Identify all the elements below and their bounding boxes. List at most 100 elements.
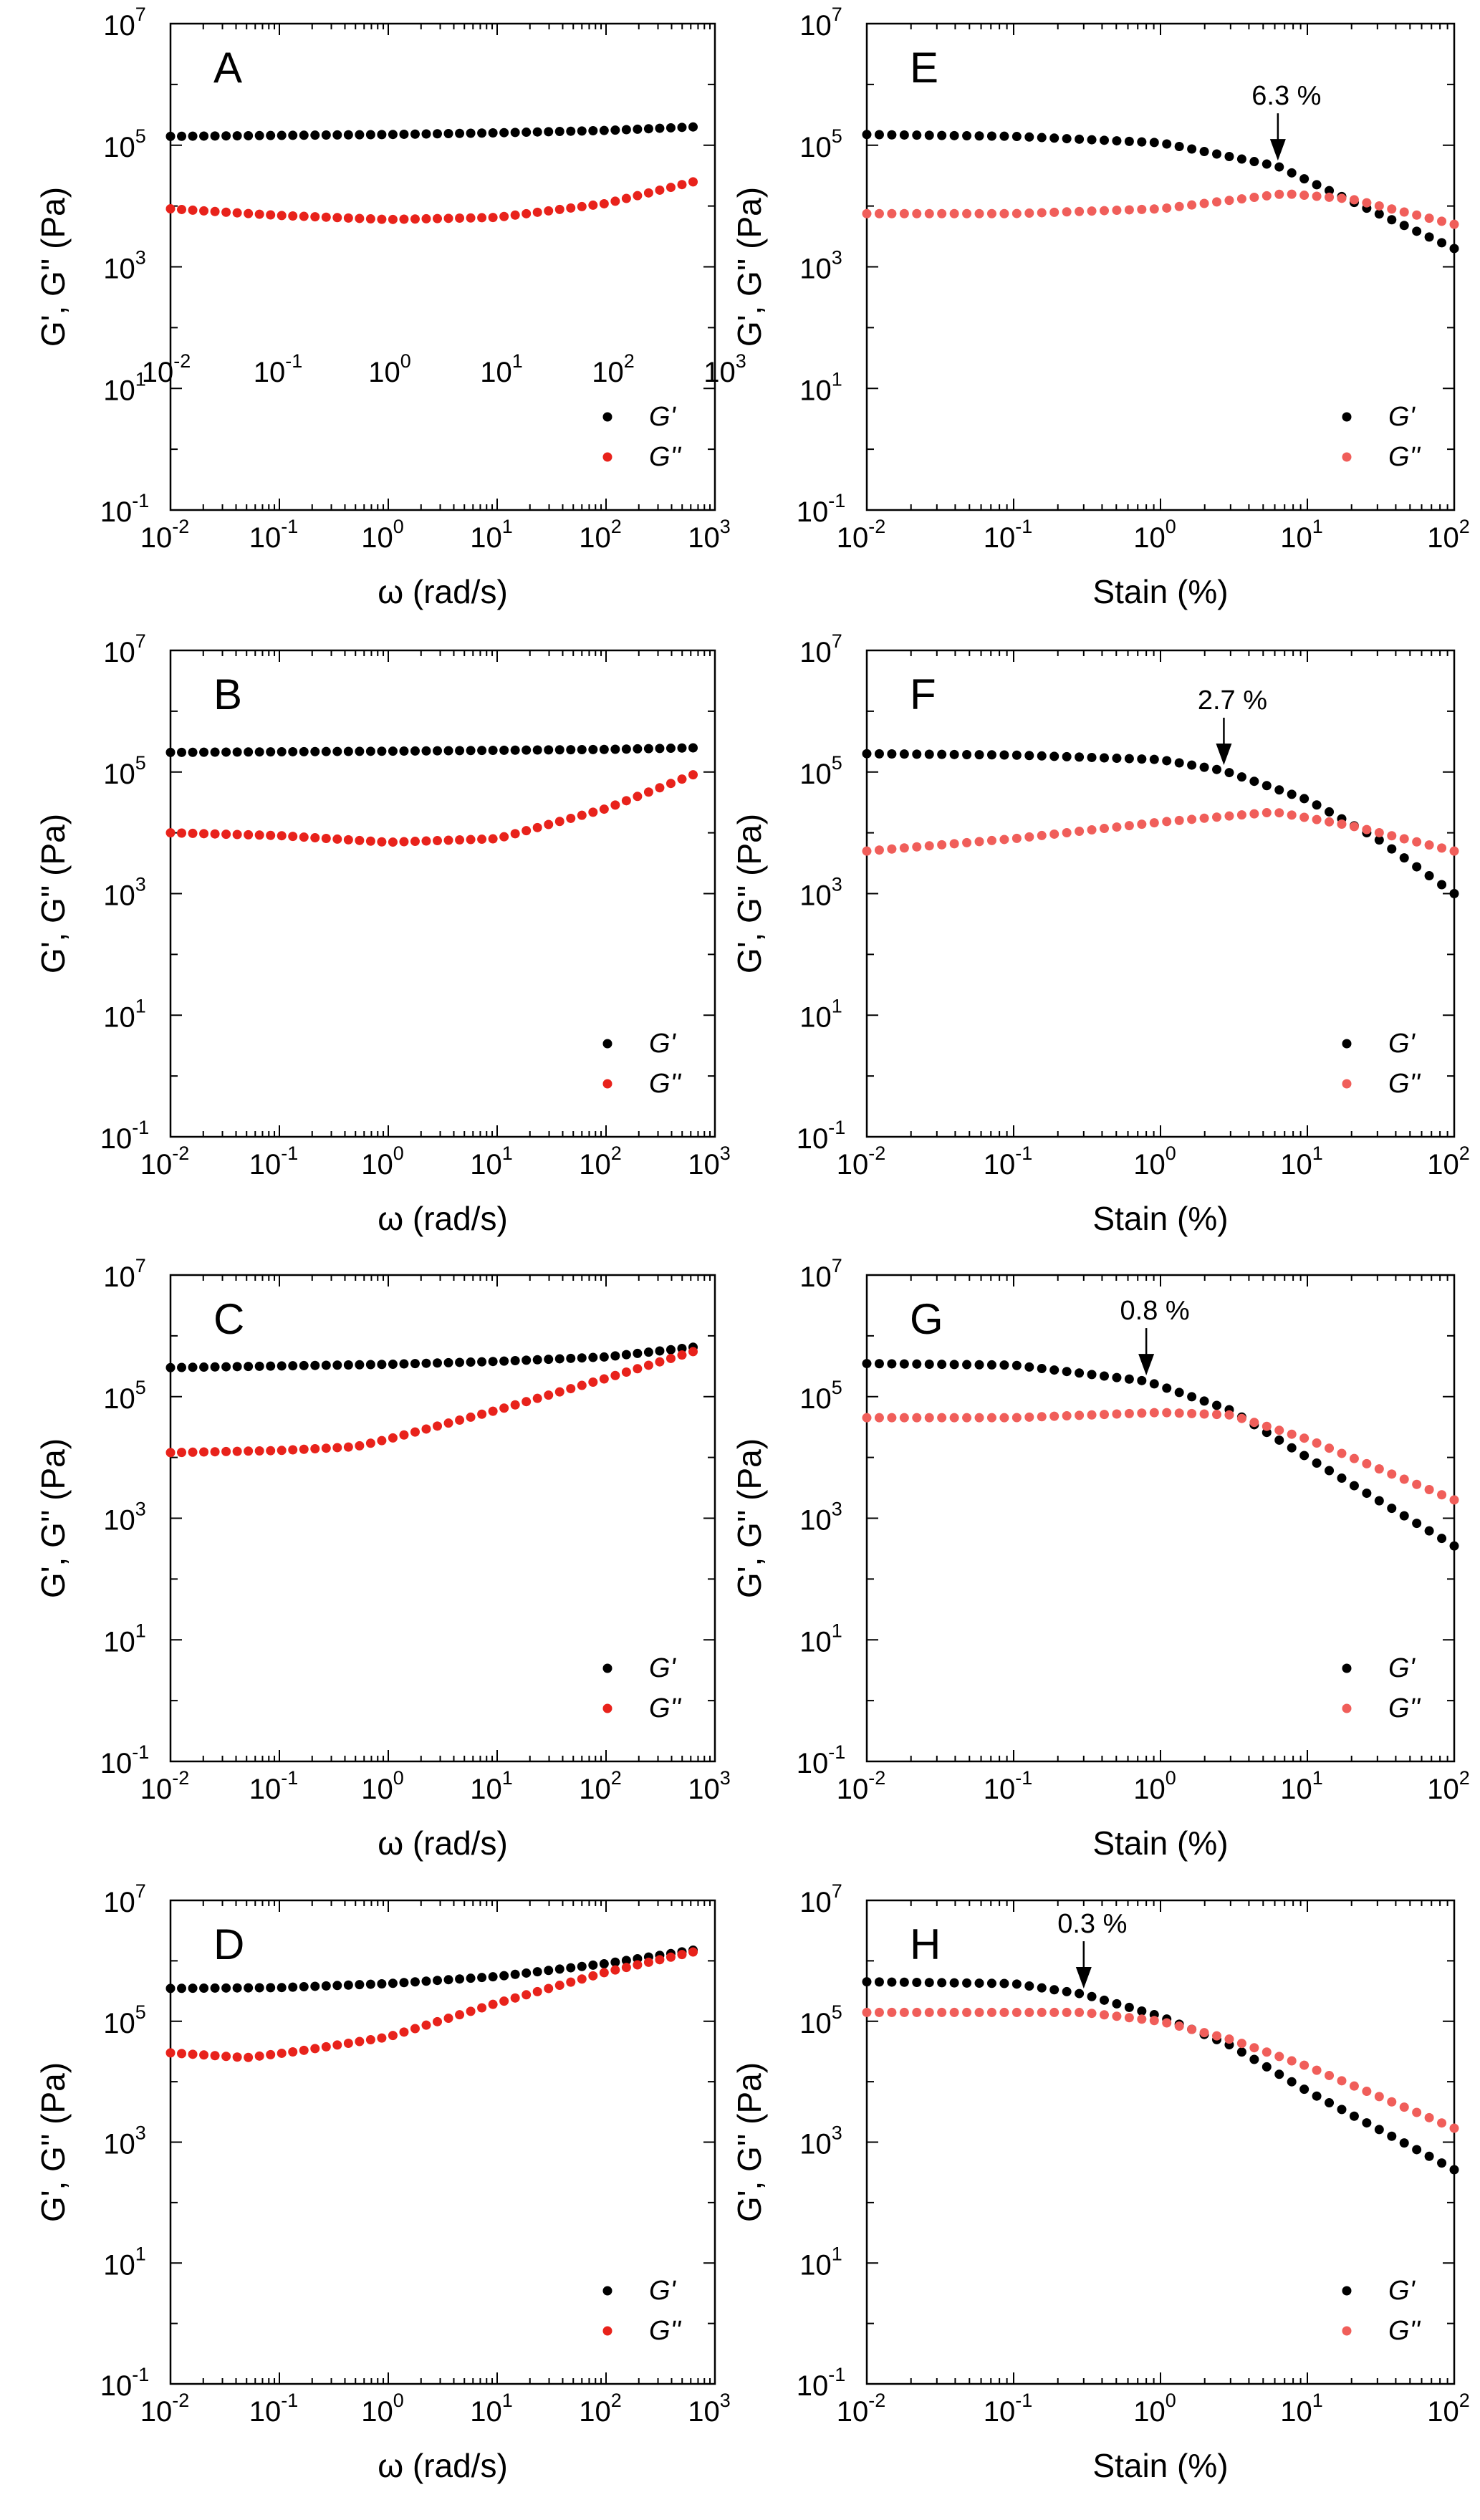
y-tick-label: 103 — [799, 1499, 842, 1536]
data-point — [1262, 808, 1272, 818]
data-point — [244, 829, 254, 840]
data-point — [1112, 1999, 1122, 2009]
data-point — [433, 1976, 443, 1986]
data-point — [655, 744, 665, 754]
data-point — [1412, 2107, 1422, 2117]
inner-tick-label: 10-2 — [142, 350, 191, 388]
axis-ticks — [866, 650, 1455, 1138]
data-point — [949, 2007, 959, 2017]
data-point — [1437, 880, 1447, 890]
data-point — [633, 1960, 643, 1970]
x-tick-label: 102 — [579, 2390, 622, 2428]
data-point — [510, 1969, 520, 1979]
data-point — [566, 1384, 576, 1394]
data-point — [1037, 1983, 1047, 1993]
data-point — [355, 835, 365, 845]
y-tick-label: 10-1 — [797, 1741, 846, 1779]
axis-ticks — [866, 23, 1455, 511]
data-point — [399, 129, 409, 139]
data-point — [1424, 2151, 1434, 2161]
legend-label: G'' — [1388, 1693, 1421, 1723]
data-point — [665, 779, 676, 789]
y-tick-label: 105 — [799, 125, 842, 163]
data-point — [388, 746, 398, 756]
data-point — [1024, 832, 1034, 842]
data-point — [177, 131, 187, 141]
legend-label: G' — [1388, 1029, 1416, 1059]
data-point — [499, 1996, 509, 2006]
y-tick-label: 107 — [103, 1880, 146, 1918]
data-point — [677, 774, 687, 784]
data-point — [1387, 2097, 1397, 2107]
data-point — [1249, 1418, 1259, 1428]
data-point — [1437, 216, 1447, 226]
data-point — [177, 2049, 187, 2059]
data-point — [299, 211, 309, 221]
data-point — [949, 749, 959, 759]
x-tick-label: 100 — [1133, 2390, 1176, 2428]
data-point — [177, 747, 187, 757]
data-point — [277, 1983, 287, 1993]
data-point — [1325, 2070, 1335, 2080]
data-point — [1187, 1392, 1197, 1402]
panel-letter: G — [910, 1295, 943, 1343]
data-point — [388, 214, 398, 224]
data-point — [1137, 819, 1147, 829]
data-point — [288, 1361, 298, 1371]
data-point — [1049, 2007, 1059, 2017]
data-point — [912, 749, 922, 759]
data-point — [321, 746, 331, 756]
plot-frame — [169, 1899, 716, 2385]
data-point — [332, 1981, 342, 1991]
data-point — [499, 128, 509, 138]
data-point — [1437, 2158, 1447, 2168]
data-point — [332, 1443, 342, 1453]
data-point — [665, 122, 676, 133]
data-point — [355, 1441, 365, 1451]
data-point — [1162, 203, 1172, 213]
data-point — [1449, 219, 1459, 229]
data-point — [937, 2007, 947, 2017]
data-point — [244, 747, 254, 757]
data-point — [343, 746, 353, 756]
series-g-prime — [862, 1977, 1459, 2175]
data-point — [221, 2052, 231, 2062]
data-point — [1312, 2065, 1322, 2075]
data-point — [522, 1355, 532, 1365]
data-point — [599, 1352, 609, 1362]
x-tick-label: 100 — [361, 2390, 404, 2428]
data-point — [1024, 1981, 1034, 1991]
data-point — [643, 124, 653, 134]
data-point — [488, 1972, 498, 1982]
panel-A: 10-2 10-1 100 101 102 10310-110110310510710-2… — [34, 4, 746, 610]
data-point — [1399, 1511, 1409, 1521]
legend-marker — [1342, 1663, 1352, 1673]
data-point — [1399, 2102, 1409, 2112]
data-point — [510, 210, 520, 220]
data-point — [410, 746, 420, 756]
y-tick-label: 10-1 — [100, 2364, 150, 2402]
data-point — [254, 2051, 264, 2061]
data-point — [924, 1413, 934, 1423]
x-tick-label: 10-2 — [837, 516, 886, 554]
data-point — [421, 1976, 431, 1986]
data-point — [1174, 201, 1184, 211]
y-tick-label: 101 — [103, 1620, 146, 1658]
data-point — [1087, 135, 1097, 145]
data-point — [544, 127, 554, 137]
data-point — [962, 837, 972, 847]
data-point — [410, 129, 420, 139]
data-point — [1199, 813, 1209, 823]
data-point — [254, 130, 264, 140]
data-point — [588, 807, 598, 817]
data-point — [232, 131, 242, 141]
data-point — [188, 205, 198, 215]
data-point — [1124, 1408, 1134, 1418]
axis-ticks — [170, 650, 716, 1138]
data-point — [466, 835, 476, 845]
data-point — [388, 837, 398, 847]
data-point — [1149, 204, 1159, 214]
data-point — [949, 1413, 959, 1423]
data-point — [1274, 2069, 1284, 2079]
